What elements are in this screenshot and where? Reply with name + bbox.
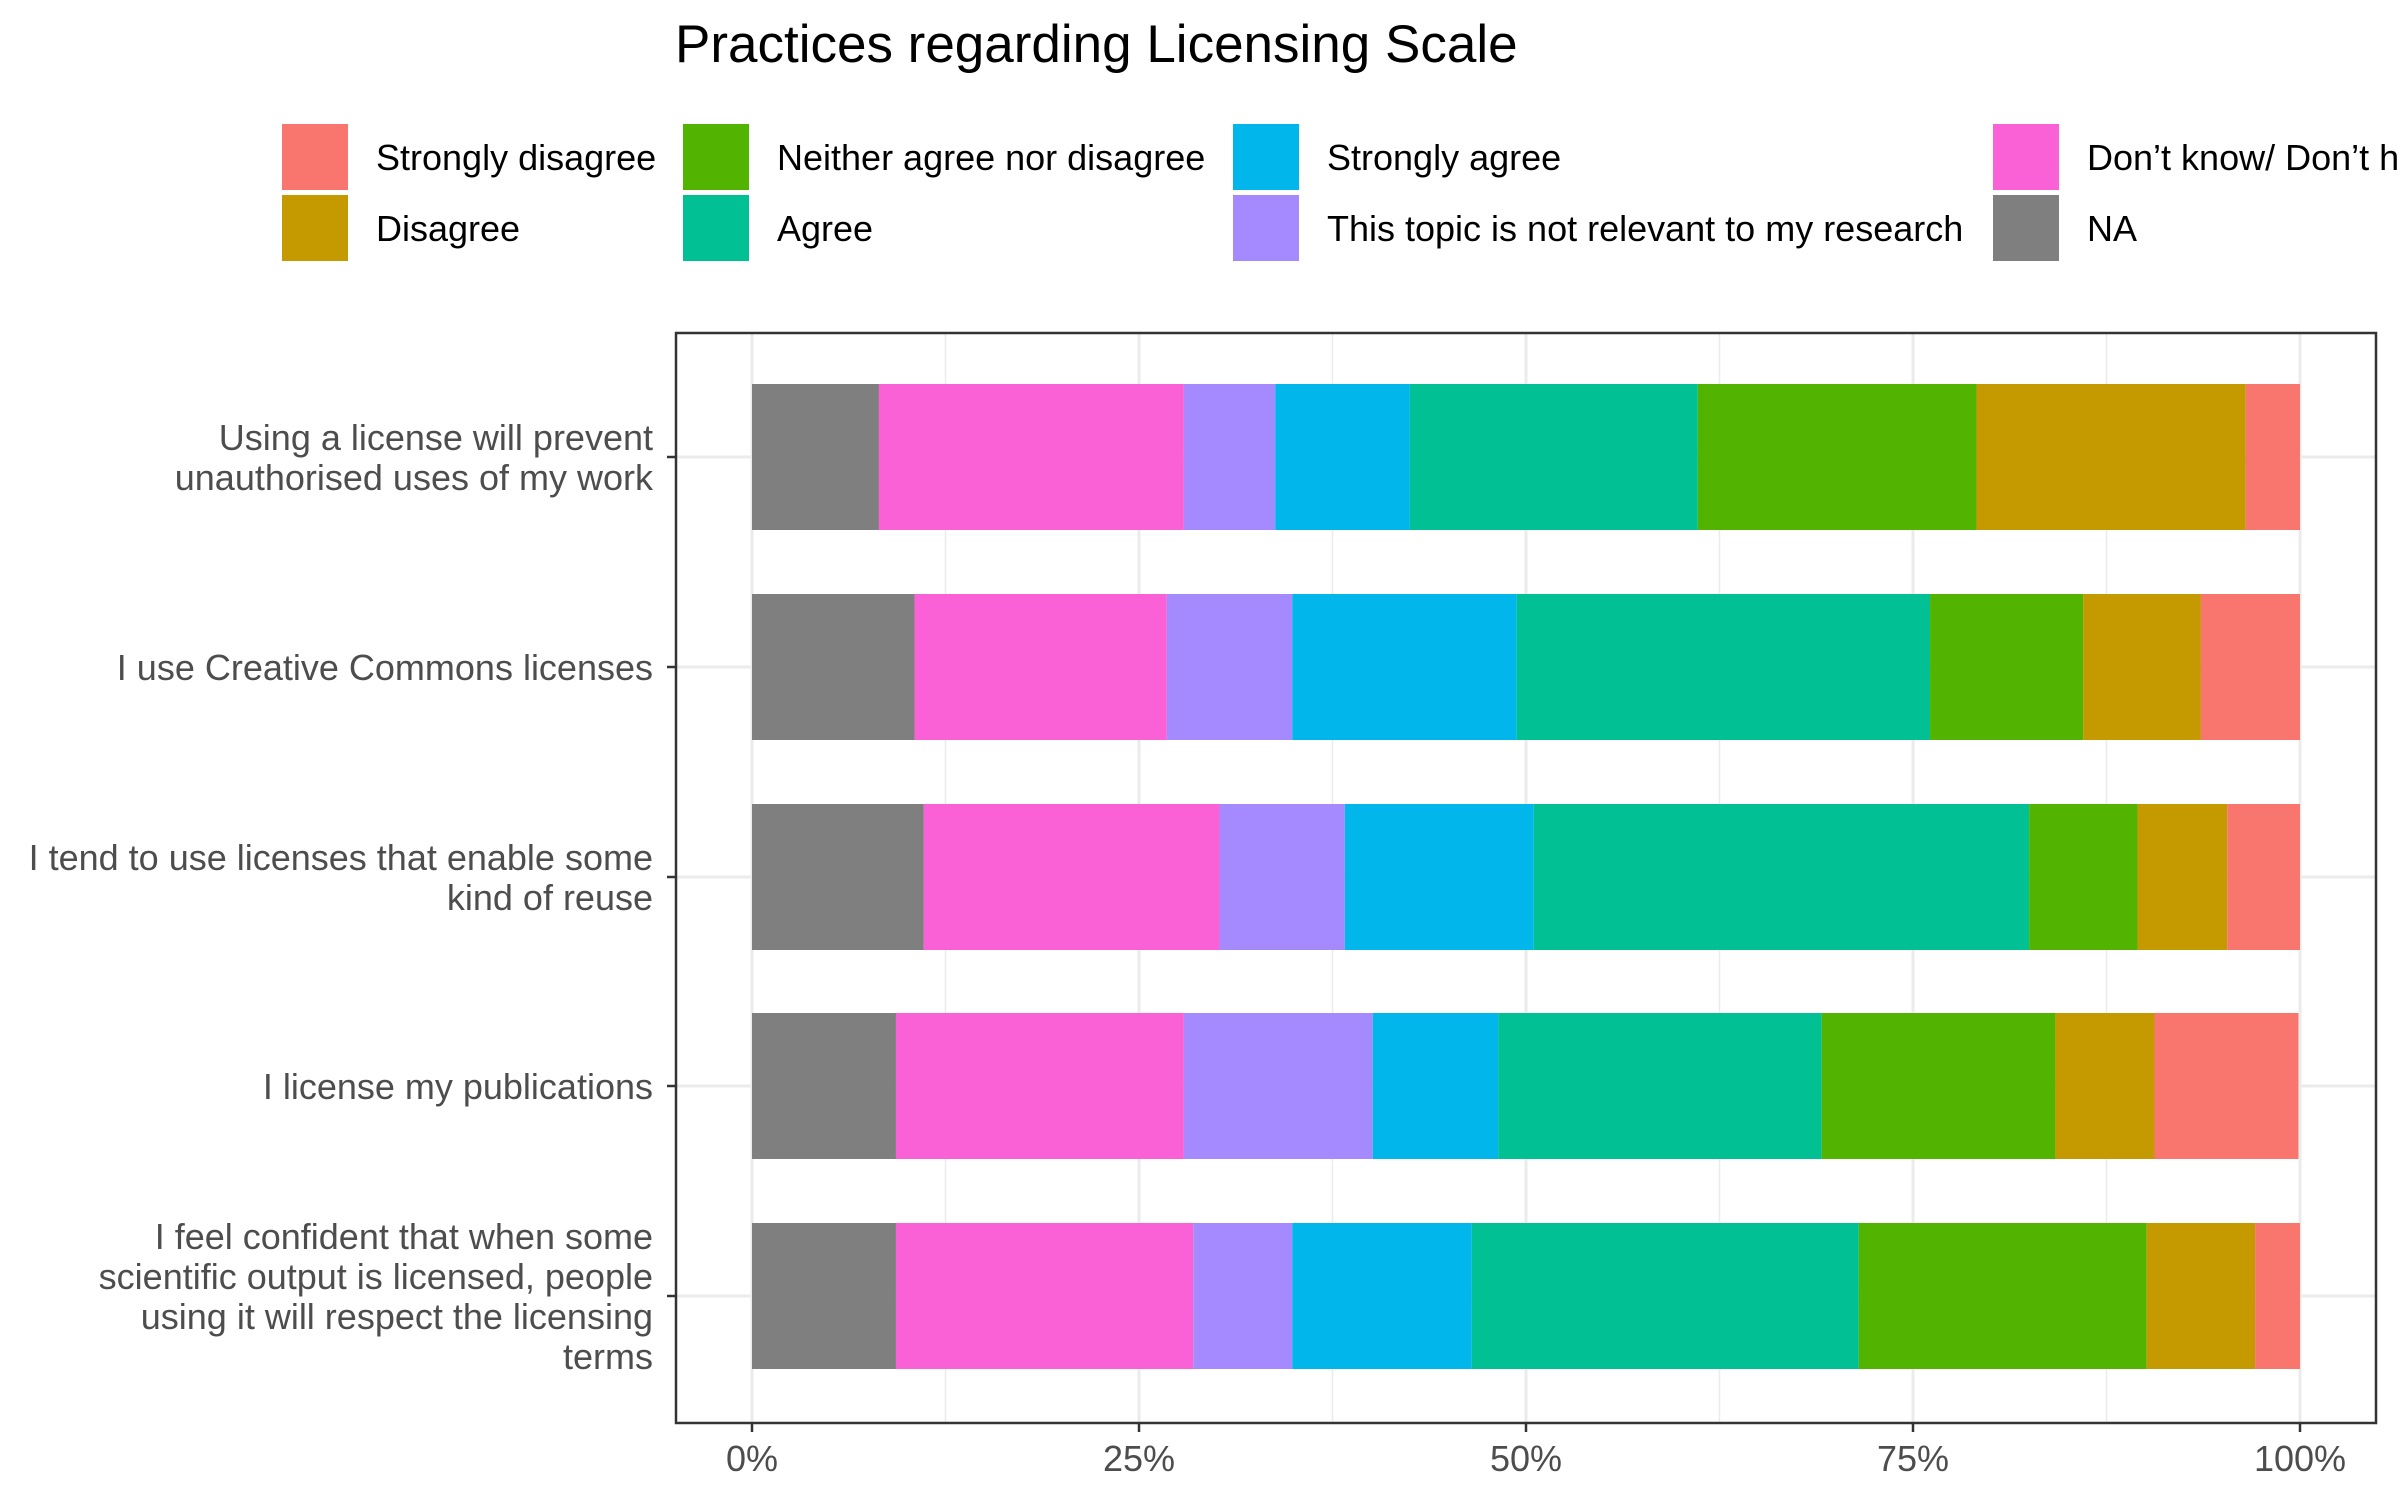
legend-key	[1993, 195, 2059, 261]
x-tick-label: 75%	[1877, 1438, 1949, 1479]
bar-segment-this-topic-is-not-relevant-to-my-research	[1183, 1013, 1373, 1159]
legend-item-this-topic-is-not-relevant-to-my-research: This topic is not relevant to my researc…	[1233, 195, 1963, 261]
bar-segment-strongly-agree	[1292, 594, 1517, 740]
x-tick-label: 0%	[726, 1438, 778, 1479]
y-tick-label: scientific output is licensed, people	[99, 1256, 653, 1297]
bar-segment-don-t-know-don-t-h	[914, 594, 1167, 740]
bar-segment-don-t-know-don-t-h	[923, 804, 1220, 950]
legend-key	[683, 195, 749, 261]
legend-key	[282, 124, 348, 190]
bar-segment-strongly-disagree	[2245, 384, 2300, 530]
bar-segment-disagree	[2146, 1223, 2256, 1369]
bar-segment-this-topic-is-not-relevant-to-my-research	[1219, 804, 1345, 950]
bar-segment-disagree	[2055, 1013, 2155, 1159]
bar-segment-strongly-agree	[1292, 1223, 1472, 1369]
bar-segment-strongly-disagree	[2154, 1013, 2299, 1159]
legend-label: Neither agree nor disagree	[777, 137, 1205, 178]
y-tick-label: unauthorised uses of my work	[175, 457, 654, 498]
legend-key	[683, 124, 749, 190]
y-tick-label: kind of reuse	[447, 877, 653, 918]
y-tick-label: Using a license will prevent	[219, 417, 653, 458]
bar-segment-this-topic-is-not-relevant-to-my-research	[1183, 384, 1276, 530]
legend-item-don-t-know-don-t-h: Don’t know/ Don’t h	[1993, 124, 2399, 190]
legend: Strongly disagree Neither agree nor disag…	[282, 124, 2399, 261]
y-tick-label: I feel confident that when some	[155, 1216, 653, 1257]
legend-key	[1993, 124, 2059, 190]
legend-key	[1233, 195, 1299, 261]
legend-item-neither-agree-nor-disagree: Neither agree nor disagree	[683, 124, 1205, 190]
bar-segment-na	[752, 594, 915, 740]
bar-segment-neither-agree-nor-disagree	[1930, 594, 2084, 740]
x-axis: 0% 25% 50% 75% 100%	[726, 1423, 2346, 1479]
bar-segment-strongly-agree	[1275, 384, 1410, 530]
bar-segment-na	[752, 384, 879, 530]
bar-segment-neither-agree-nor-disagree	[1821, 1013, 2056, 1159]
bar-segment-strongly-agree	[1372, 1013, 1499, 1159]
bar-segment-na	[752, 1223, 896, 1369]
bar-segment-this-topic-is-not-relevant-to-my-research	[1166, 594, 1293, 740]
bar-segment-na	[752, 1013, 896, 1159]
bar-segment-agree	[1516, 594, 1931, 740]
bars	[752, 384, 2300, 1369]
bar-segment-agree	[1533, 804, 2030, 950]
bar-segment-strongly-agree	[1344, 804, 1534, 950]
bar-segment-neither-agree-nor-disagree	[1858, 1223, 2147, 1369]
y-axis: Using a license will preventunauthorised…	[29, 417, 676, 1377]
bar-segment-don-t-know-don-t-h	[878, 384, 1184, 530]
x-tick-label: 25%	[1103, 1438, 1175, 1479]
y-tick-label: I tend to use licenses that enable some	[29, 837, 653, 878]
bar-segment-strongly-disagree	[2227, 804, 2300, 950]
bar-segment-don-t-know-don-t-h	[895, 1013, 1184, 1159]
legend-item-disagree: Disagree	[282, 195, 520, 261]
bar-segment-agree	[1409, 384, 1698, 530]
legend-item-strongly-agree: Strongly agree	[1233, 124, 1561, 190]
legend-key	[282, 195, 348, 261]
legend-label: Strongly agree	[1327, 137, 1561, 178]
y-tick-label: I use Creative Commons licenses	[117, 647, 653, 688]
bar-segment-agree	[1471, 1223, 1859, 1369]
x-tick-label: 100%	[2254, 1438, 2346, 1479]
legend-item-agree: Agree	[683, 195, 873, 261]
bar-segment-agree	[1498, 1013, 1822, 1159]
bar-segment-don-t-know-don-t-h	[895, 1223, 1194, 1369]
bar-segment-disagree	[2137, 804, 2228, 950]
chart-title: Practices regarding Licensing Scale	[675, 15, 1518, 74]
legend-item-strongly-disagree: Strongly disagree	[282, 124, 656, 190]
bar-segment-na	[752, 804, 924, 950]
y-tick-label: I license my publications	[263, 1066, 653, 1107]
bar-segment-neither-agree-nor-disagree	[1697, 384, 1977, 530]
legend-label: NA	[2087, 208, 2137, 249]
legend-label: Agree	[777, 208, 873, 249]
bar-segment-disagree	[2083, 594, 2201, 740]
bar-segment-strongly-disagree	[2255, 1223, 2300, 1369]
bar-segment-disagree	[1976, 384, 2246, 530]
legend-label: Strongly disagree	[376, 137, 656, 178]
legend-item-na: NA	[1993, 195, 2137, 261]
legend-label: Disagree	[376, 208, 520, 249]
panel-border	[674, 331, 2378, 1425]
y-tick-label: terms	[563, 1336, 653, 1377]
x-tick-label: 50%	[1490, 1438, 1562, 1479]
legend-key	[1233, 124, 1299, 190]
bar-segment-this-topic-is-not-relevant-to-my-research	[1193, 1223, 1293, 1369]
bar-segment-neither-agree-nor-disagree	[2029, 804, 2138, 950]
y-tick-label: using it will respect the licensing	[141, 1296, 653, 1337]
legend-label: Don’t know/ Don’t h	[2087, 137, 2399, 178]
legend-label: This topic is not relevant to my researc…	[1327, 208, 1963, 249]
bar-segment-strongly-disagree	[2200, 594, 2300, 740]
